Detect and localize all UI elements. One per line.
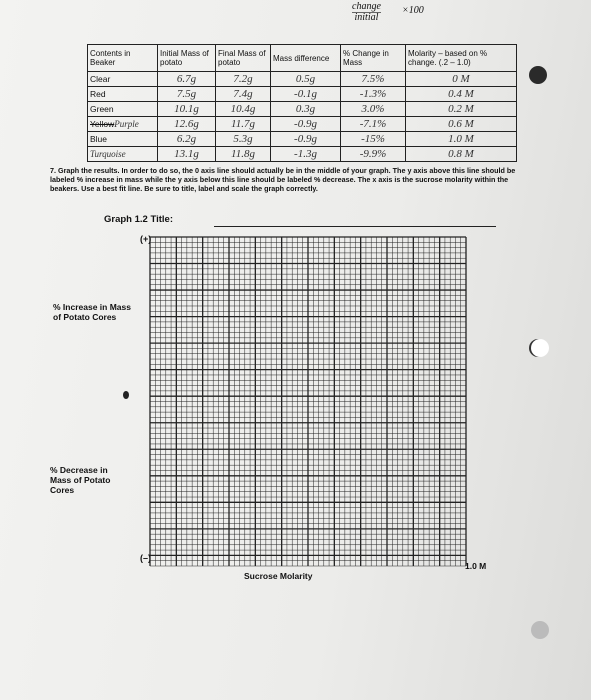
row-label: Clear [90, 74, 111, 84]
row-label-correction: Purple [114, 119, 139, 129]
handwritten-formula: change initial [352, 2, 381, 23]
punch-hole [531, 339, 549, 357]
value-cell: -1.3% [340, 86, 406, 102]
positive-marker: (+) [140, 234, 152, 244]
value-cell: 12.6g [157, 116, 216, 132]
table-row: Green 10.1g 10.4g 0.3g 3.0% 0.2 M [87, 101, 517, 117]
value-cell: -9.9% [340, 146, 406, 162]
x-label: Sucrose Molarity [244, 571, 313, 581]
graph-title-label: Graph 1.2 Title: [104, 214, 173, 225]
header-cell: Mass difference [270, 44, 341, 72]
dot [123, 391, 129, 399]
value-cell: 10.4g [215, 101, 271, 117]
y-label-increase: % Increase in Mass of Potato Cores [53, 302, 131, 322]
value-cell: 11.8g [215, 146, 271, 162]
table-row: Turquoise 13.1g 11.8g -1.3g -9.9% 0.8 M [87, 146, 517, 162]
header-cell: Molarity – based on % change. (.2 – 1.0) [405, 44, 517, 72]
table-row: YellowPurple 12.6g 11.7g -0.9g -7.1% 0.6 M [87, 116, 517, 132]
y-label-decrease: % Decrease in Mass of Potato Cores [50, 465, 111, 495]
value-cell: 0.4 M [405, 86, 517, 102]
value-cell: 0.6 M [405, 116, 517, 132]
negative-marker: (–) [140, 553, 151, 563]
value-cell: 10.1g [157, 101, 216, 117]
instructions: 7. Graph the results. In order to do so,… [50, 166, 516, 193]
row-label: Red [90, 89, 106, 99]
results-table: Contents in Beaker Initial Mass of potato… [87, 44, 517, 162]
table-row: Red 7.5g 7.4g -0.1g -1.3% 0.4 M [87, 86, 517, 102]
header-cell: Final Mass of potato [215, 44, 271, 72]
x-end-label: 1.0 M [465, 561, 487, 571]
row-label: Blue [90, 134, 108, 144]
row-label: Yellow [90, 119, 115, 129]
title-line [214, 226, 496, 227]
punch-hole [529, 66, 547, 84]
formula-denominator: initial [354, 12, 379, 23]
punch-hole [531, 621, 549, 639]
value-cell: 6.7g [157, 71, 216, 87]
formula-numerator: change [352, 1, 381, 13]
header-cell: Initial Mass of potato [157, 44, 216, 72]
value-cell: 0.8 M [405, 146, 517, 162]
row-label: Green [90, 104, 114, 114]
header-row: Contents in Beaker Initial Mass of potato… [87, 44, 517, 72]
row-label-correction: Turquoise [90, 149, 126, 159]
formula-multiplier: ×100 [402, 5, 424, 16]
table-row: Clear 6.7g 7.2g 0.5g 7.5% 0 M [87, 71, 517, 87]
